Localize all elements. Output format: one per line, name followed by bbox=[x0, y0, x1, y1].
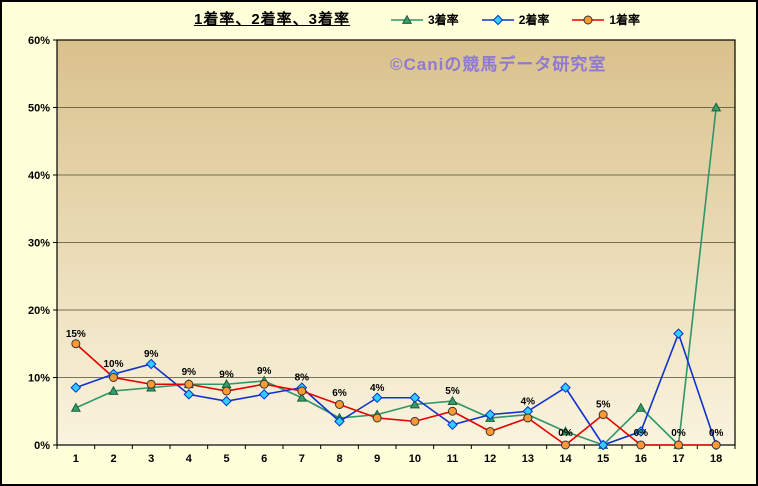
svg-text:15: 15 bbox=[597, 453, 609, 465]
svg-text:14: 14 bbox=[559, 453, 572, 465]
svg-text:8%: 8% bbox=[295, 373, 310, 384]
svg-text:6: 6 bbox=[261, 453, 267, 465]
svg-text:0%: 0% bbox=[34, 440, 50, 452]
legend-label: 1着率 bbox=[609, 13, 641, 27]
legend-item-3chaku: 3着率 bbox=[390, 11, 459, 28]
svg-text:18: 18 bbox=[710, 453, 722, 465]
legend-item-1chaku: 1着率 bbox=[571, 11, 640, 28]
svg-text:3: 3 bbox=[148, 453, 154, 465]
svg-text:9: 9 bbox=[374, 453, 380, 465]
svg-text:9%: 9% bbox=[144, 349, 159, 360]
legend-triangle-marker-icon bbox=[391, 14, 423, 24]
svg-text:50%: 50% bbox=[28, 103, 50, 115]
svg-text:9%: 9% bbox=[257, 366, 272, 377]
svg-text:12: 12 bbox=[484, 453, 496, 465]
svg-text:16: 16 bbox=[635, 453, 647, 465]
svg-text:9%: 9% bbox=[219, 369, 234, 380]
svg-text:7: 7 bbox=[299, 453, 305, 465]
svg-text:10%: 10% bbox=[103, 359, 123, 370]
chart-legend: 3着率 2着率 1着率 bbox=[390, 11, 640, 28]
svg-text:60%: 60% bbox=[28, 35, 50, 47]
chart-title: 1着率、2着率、3着率 bbox=[193, 11, 351, 28]
legend-diamond-marker-icon bbox=[481, 14, 514, 25]
svg-text:4%: 4% bbox=[370, 383, 385, 394]
legend-label: 2着率 bbox=[518, 13, 550, 27]
svg-text:20%: 20% bbox=[28, 305, 50, 317]
svg-text:1: 1 bbox=[73, 453, 79, 465]
svg-text:5%: 5% bbox=[596, 400, 611, 411]
svg-text:0%: 0% bbox=[558, 428, 573, 439]
legend-circle-marker-icon bbox=[572, 15, 605, 24]
svg-text:4%: 4% bbox=[521, 396, 536, 407]
svg-text:40%: 40% bbox=[28, 170, 50, 182]
svg-text:13: 13 bbox=[522, 453, 534, 465]
svg-text:4: 4 bbox=[186, 453, 193, 465]
svg-text:9%: 9% bbox=[182, 367, 197, 378]
svg-text:15%: 15% bbox=[66, 329, 86, 340]
svg-text:10: 10 bbox=[409, 453, 421, 465]
svg-text:2: 2 bbox=[110, 453, 116, 465]
svg-text:0%: 0% bbox=[671, 428, 686, 439]
svg-text:30%: 30% bbox=[28, 238, 50, 250]
svg-text:0%: 0% bbox=[634, 428, 649, 439]
svg-text:0%: 0% bbox=[709, 428, 724, 439]
svg-text:6%: 6% bbox=[332, 388, 347, 399]
svg-text:11: 11 bbox=[447, 453, 459, 465]
svg-text:10%: 10% bbox=[28, 373, 50, 385]
legend-item-2chaku: 2着率 bbox=[481, 11, 550, 28]
legend-label: 3着率 bbox=[428, 13, 459, 27]
svg-text:8: 8 bbox=[336, 453, 342, 465]
svg-text:5: 5 bbox=[223, 453, 229, 465]
svg-text:17: 17 bbox=[672, 453, 684, 465]
svg-text:5%: 5% bbox=[445, 386, 460, 397]
